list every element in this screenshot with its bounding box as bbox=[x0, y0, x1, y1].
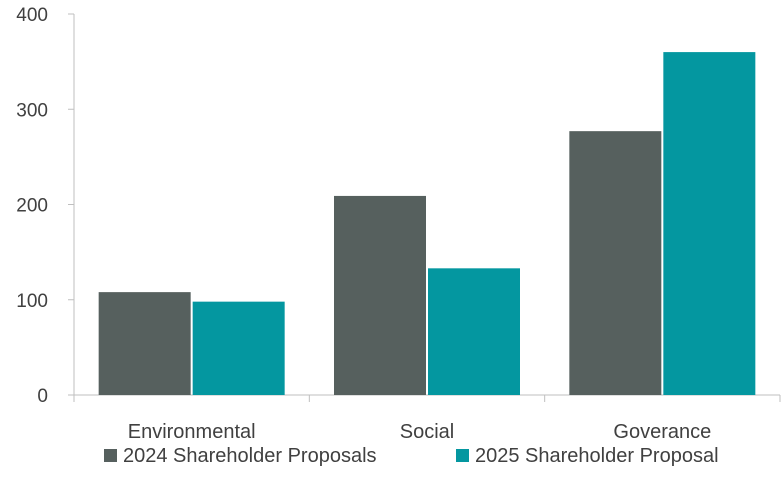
y-tick-label: 100 bbox=[16, 291, 48, 312]
bar-2024-environmental bbox=[98, 292, 191, 395]
bars bbox=[98, 52, 756, 395]
x-axis: Environmental Social Goverance bbox=[73, 394, 781, 443]
legend-label: 2025 Shareholder Proposal bbox=[475, 445, 719, 467]
y-tick-label: 200 bbox=[16, 196, 48, 217]
x-category-label: Social bbox=[400, 421, 454, 443]
bar-2024-social bbox=[334, 195, 426, 395]
y-tick-label: 0 bbox=[37, 386, 48, 407]
legend-swatch bbox=[456, 449, 469, 462]
legend-swatch bbox=[104, 449, 117, 462]
y-tick-label: 300 bbox=[16, 100, 48, 121]
bar-2025-goverance bbox=[663, 52, 756, 395]
legend-label: 2024 Shareholder Proposals bbox=[123, 445, 377, 467]
y-tick-label: 400 bbox=[16, 5, 48, 26]
x-category-label: Environmental bbox=[128, 421, 256, 443]
bar-2025-environmental bbox=[192, 301, 285, 395]
y-axis: 0 100 200 300 400 bbox=[16, 5, 75, 407]
bar-2024-goverance bbox=[569, 131, 662, 395]
x-category-label: Goverance bbox=[613, 421, 711, 443]
bar-2025-social bbox=[428, 268, 520, 395]
legend: 2024 Shareholder Proposals 2025 Sharehold… bbox=[104, 445, 719, 467]
